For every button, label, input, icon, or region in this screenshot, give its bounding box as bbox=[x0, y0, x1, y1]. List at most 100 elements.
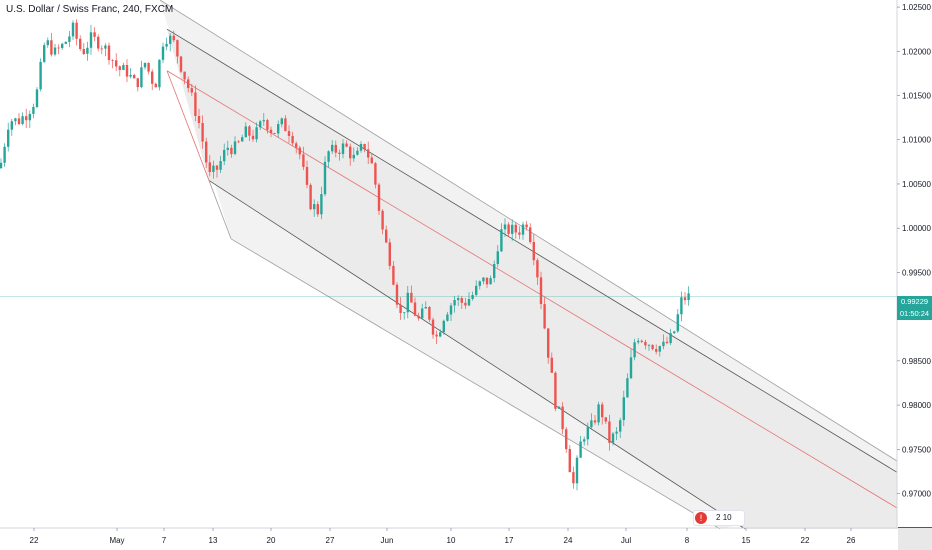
pitchfork-channel[interactable] bbox=[159, 0, 932, 530]
candle bbox=[417, 312, 420, 321]
x-tick-label: 8 bbox=[685, 536, 690, 545]
x-tick-label: May bbox=[109, 536, 124, 545]
pitchfork-handle-line[interactable] bbox=[166, 70, 210, 181]
candle bbox=[334, 140, 337, 158]
channel-upper-outer-line[interactable] bbox=[159, 0, 932, 484]
candle bbox=[543, 297, 546, 330]
channel-median-line[interactable] bbox=[166, 70, 932, 530]
alert-widget[interactable]: ! 2 10 bbox=[693, 510, 745, 526]
candle bbox=[125, 59, 129, 83]
candle bbox=[687, 286, 690, 306]
candle bbox=[521, 221, 525, 240]
candle bbox=[104, 43, 107, 57]
candle bbox=[3, 143, 6, 167]
widget-count: 2 10 bbox=[716, 511, 732, 525]
candle bbox=[539, 271, 543, 310]
pitchfork-base-line[interactable] bbox=[208, 180, 232, 239]
candle bbox=[255, 122, 258, 143]
candle bbox=[277, 120, 280, 138]
candle bbox=[637, 337, 640, 345]
candle bbox=[262, 113, 265, 126]
y-tick-label: 0.97000 bbox=[902, 490, 931, 499]
candle bbox=[439, 329, 442, 338]
y-tick-label: 0.99500 bbox=[902, 268, 931, 277]
candle bbox=[651, 344, 654, 351]
candle bbox=[212, 160, 215, 179]
candle bbox=[0, 158, 3, 169]
candle bbox=[93, 27, 96, 42]
candle bbox=[291, 131, 294, 146]
candle bbox=[579, 435, 582, 458]
candle bbox=[518, 226, 521, 240]
candle bbox=[316, 201, 319, 217]
candle bbox=[223, 143, 226, 166]
candle bbox=[187, 76, 190, 93]
candle bbox=[57, 44, 60, 55]
candle bbox=[248, 125, 251, 141]
y-tick-label: 0.97500 bbox=[902, 445, 931, 454]
candle bbox=[86, 41, 89, 61]
candle bbox=[79, 35, 82, 52]
candle bbox=[244, 122, 247, 138]
y-axis[interactable]: 1.02500 1.02000 1.01500 1.01000 1.00500 1.000… bbox=[896, 0, 932, 528]
candle bbox=[593, 415, 597, 425]
candle bbox=[457, 295, 460, 306]
candle bbox=[295, 141, 298, 154]
widget-count-secondary: 10 bbox=[722, 513, 732, 522]
candle bbox=[478, 280, 481, 290]
candle bbox=[345, 140, 348, 148]
candle bbox=[626, 373, 629, 398]
candle bbox=[446, 311, 449, 322]
x-tick-label: 26 bbox=[847, 536, 856, 545]
candle bbox=[287, 125, 291, 143]
candle bbox=[82, 43, 85, 55]
candle bbox=[622, 390, 625, 427]
x-tick-label: 22 bbox=[30, 536, 39, 545]
candle bbox=[68, 31, 71, 48]
candle bbox=[305, 160, 309, 189]
candle bbox=[169, 33, 172, 52]
x-tick-label: 22 bbox=[801, 536, 810, 545]
candle bbox=[403, 312, 406, 320]
candle bbox=[532, 234, 535, 266]
channel-lower-outer-line[interactable] bbox=[230, 238, 721, 530]
candle bbox=[341, 139, 345, 159]
candle bbox=[608, 414, 611, 451]
candle bbox=[320, 186, 323, 220]
candle bbox=[395, 282, 399, 309]
candle bbox=[399, 297, 402, 320]
channel-lower-inner-line[interactable] bbox=[208, 180, 746, 530]
candle bbox=[485, 277, 489, 288]
candle bbox=[449, 303, 453, 321]
candle bbox=[154, 82, 157, 88]
alert-icon[interactable]: ! bbox=[695, 512, 707, 524]
candle bbox=[115, 53, 118, 72]
candle bbox=[259, 119, 262, 130]
candle bbox=[511, 219, 514, 241]
candle bbox=[514, 221, 517, 239]
candle bbox=[10, 118, 13, 136]
candle bbox=[496, 245, 499, 268]
candle bbox=[111, 59, 114, 69]
channel-inner-fill bbox=[167, 29, 932, 529]
candle bbox=[97, 34, 100, 52]
candle bbox=[133, 73, 136, 79]
candle bbox=[43, 42, 46, 64]
candle bbox=[331, 140, 334, 154]
channel-upper-inner-line[interactable] bbox=[166, 28, 932, 494]
candle bbox=[313, 199, 316, 217]
last-price-tag: 0.99229 bbox=[897, 296, 932, 308]
candle bbox=[385, 225, 388, 244]
candle bbox=[619, 417, 622, 438]
candle bbox=[302, 146, 305, 171]
candle bbox=[374, 162, 377, 189]
candle bbox=[572, 466, 575, 489]
x-axis[interactable]: 22 May 7 13 20 27 Jun 10 17 24 Jul 8 15 22 26 bbox=[0, 527, 932, 545]
candle bbox=[100, 45, 103, 55]
y-axis-panel bbox=[897, 0, 932, 528]
candle bbox=[53, 43, 57, 57]
candle bbox=[381, 209, 384, 235]
candle bbox=[136, 78, 139, 92]
